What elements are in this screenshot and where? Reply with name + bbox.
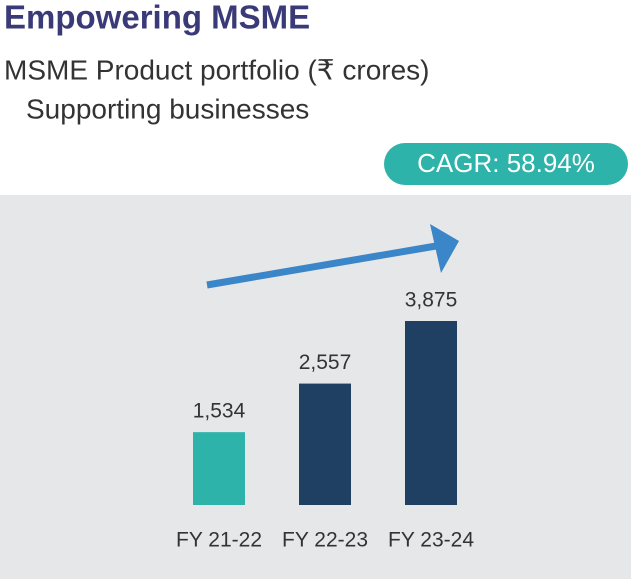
bar: [299, 383, 351, 505]
trend-arrow: [206, 242, 437, 289]
chart-title: Empowering MSME: [4, 0, 310, 36]
x-tick-label: FY 23-24: [388, 529, 474, 552]
value-label: 1,534: [193, 400, 246, 423]
bar: [405, 321, 457, 505]
cagr-label: CAGR: 58.94%: [417, 148, 595, 178]
value-label: 2,557: [299, 351, 352, 374]
trend-arrow-head: [430, 224, 459, 273]
cagr-badge: [384, 143, 628, 185]
chart-subtitle: Supporting businesses: [26, 93, 309, 124]
x-tick-label: FY 22-23: [282, 529, 368, 552]
bar: [193, 432, 245, 505]
value-label: 3,875: [405, 289, 458, 312]
x-tick-label: FY 21-22: [176, 529, 262, 552]
chart-subtitle: MSME Product portfolio (₹ crores): [4, 54, 429, 85]
